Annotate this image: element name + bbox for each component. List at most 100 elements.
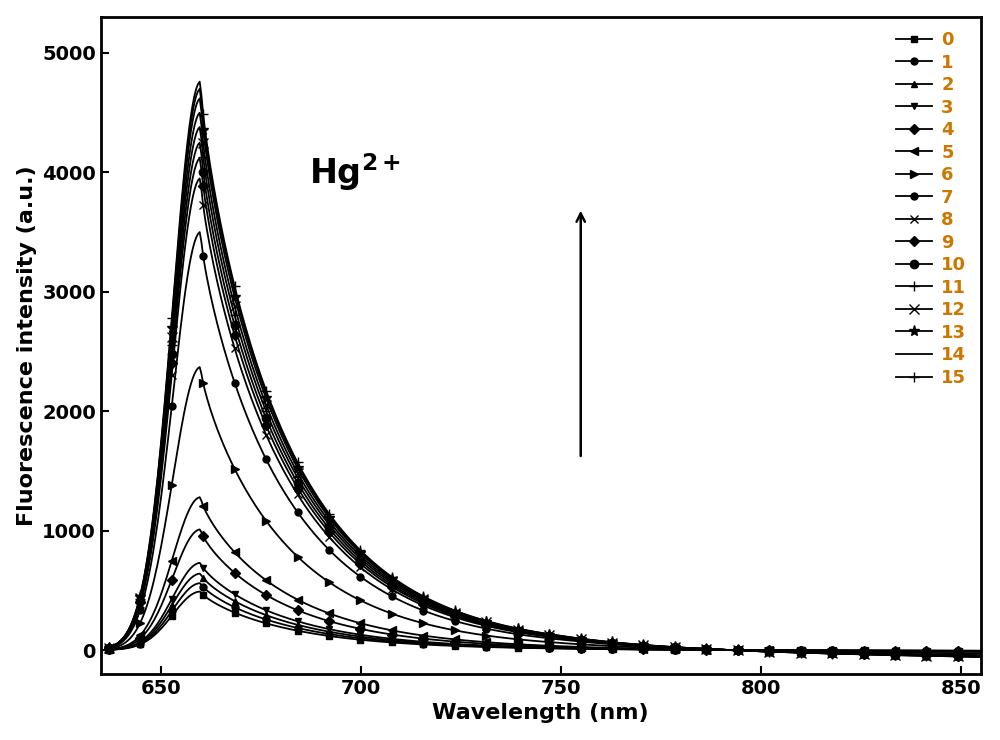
8 [519, 629, 531, 638]
14 [975, 653, 987, 662]
15 [519, 625, 531, 634]
3 [975, 647, 987, 656]
0 [975, 646, 987, 655]
12 [955, 652, 967, 661]
14 [819, 649, 831, 658]
3 [519, 642, 531, 651]
8 [524, 630, 536, 639]
10 [194, 138, 206, 147]
7 [975, 650, 987, 659]
14 [103, 643, 115, 652]
2 [524, 643, 536, 652]
9 [576, 636, 588, 645]
7 [194, 228, 206, 237]
0 [819, 646, 831, 655]
Line: 11: 11 [104, 122, 985, 662]
4 [975, 647, 987, 656]
6 [955, 649, 967, 658]
10 [955, 651, 967, 660]
Line: 9: 9 [105, 155, 984, 659]
12 [519, 627, 531, 636]
12 [194, 108, 206, 117]
9 [623, 640, 635, 649]
14 [524, 627, 536, 636]
7 [524, 631, 536, 640]
10 [975, 652, 987, 661]
8 [103, 644, 115, 653]
5 [955, 648, 967, 656]
0 [103, 645, 115, 654]
9 [975, 651, 987, 660]
12 [819, 649, 831, 658]
0 [576, 645, 588, 653]
11 [623, 640, 635, 649]
11 [103, 643, 115, 652]
11 [519, 627, 531, 636]
2 [194, 569, 206, 578]
Text: $\mathbf{Hg^{2+}}$: $\mathbf{Hg^{2+}}$ [309, 151, 401, 193]
8 [819, 648, 831, 657]
9 [524, 629, 536, 638]
1 [819, 646, 831, 655]
Line: 2: 2 [105, 570, 984, 654]
2 [819, 646, 831, 655]
9 [194, 154, 206, 163]
4 [955, 647, 967, 656]
13 [524, 627, 536, 636]
11 [975, 652, 987, 661]
Line: 12: 12 [104, 108, 985, 662]
6 [103, 645, 115, 653]
8 [975, 651, 987, 660]
2 [955, 647, 967, 656]
5 [524, 640, 536, 649]
X-axis label: Wavelength (nm): Wavelength (nm) [432, 703, 649, 723]
11 [955, 652, 967, 661]
0 [519, 644, 531, 653]
13 [819, 649, 831, 658]
1 [955, 646, 967, 655]
3 [103, 645, 115, 654]
9 [955, 651, 967, 660]
2 [103, 645, 115, 654]
6 [194, 363, 206, 371]
5 [975, 648, 987, 656]
8 [576, 636, 588, 645]
Line: 10: 10 [105, 138, 985, 660]
0 [955, 646, 967, 655]
13 [955, 652, 967, 661]
1 [524, 643, 536, 652]
4 [524, 642, 536, 650]
6 [975, 649, 987, 658]
4 [519, 642, 531, 650]
15 [975, 653, 987, 662]
Line: 13: 13 [103, 92, 986, 662]
6 [576, 640, 588, 649]
7 [576, 637, 588, 646]
5 [103, 645, 115, 653]
1 [519, 643, 531, 652]
7 [623, 641, 635, 650]
7 [955, 650, 967, 659]
13 [623, 639, 635, 648]
13 [103, 643, 115, 652]
Legend: 0, 1, 2, 3, 4, 5, 6, 7, 8, 9, 10, 11, 12, 13, 14, 15: 0, 1, 2, 3, 4, 5, 6, 7, 8, 9, 10, 11, 12… [891, 26, 972, 392]
10 [519, 628, 531, 636]
11 [524, 628, 536, 637]
10 [576, 636, 588, 645]
Line: 6: 6 [105, 363, 985, 658]
12 [576, 635, 588, 644]
5 [623, 644, 635, 653]
7 [819, 648, 831, 657]
3 [576, 644, 588, 653]
10 [819, 648, 831, 657]
3 [194, 559, 206, 568]
15 [194, 77, 206, 86]
0 [623, 645, 635, 654]
3 [524, 642, 536, 651]
13 [194, 94, 206, 103]
11 [194, 123, 206, 132]
12 [975, 652, 987, 661]
5 [819, 647, 831, 656]
0 [194, 587, 206, 596]
1 [194, 579, 206, 588]
